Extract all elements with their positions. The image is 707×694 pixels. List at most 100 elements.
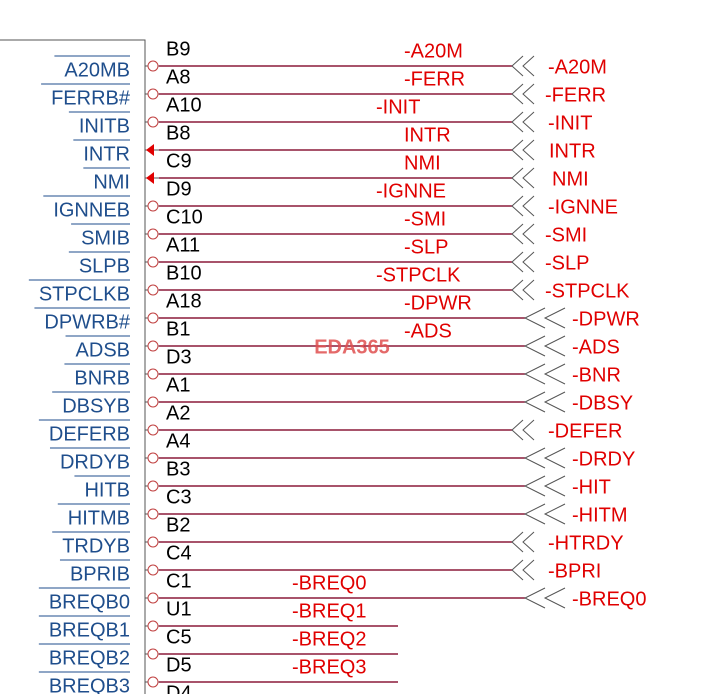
connector-label: -A20M — [548, 56, 607, 78]
offpage-connector — [511, 55, 524, 77]
pin-number: A8 — [166, 66, 190, 88]
pin-number: D5 — [166, 654, 192, 676]
pin-name: DPWRB# — [44, 311, 130, 333]
net-label: -BREQ2 — [292, 628, 366, 650]
pin-circle — [147, 60, 159, 72]
pin-circle — [147, 200, 159, 212]
pin-name: TRDYB — [62, 535, 130, 557]
net-label: -ADS — [404, 320, 452, 342]
offpage-connector — [511, 223, 524, 245]
component-body — [0, 39, 146, 694]
pin-circle — [147, 480, 159, 492]
offpage-connector — [543, 447, 566, 469]
offpage-connector — [511, 279, 524, 301]
pin-number: A2 — [166, 402, 190, 424]
pin-number: D9 — [166, 178, 192, 200]
watermark: EDA365 — [314, 336, 390, 358]
pin-name: FERRB# — [51, 87, 131, 109]
offpage-connector — [511, 251, 524, 273]
offpage-connector — [511, 83, 524, 105]
net-label: -A20M — [404, 40, 463, 62]
offpage-connector — [511, 195, 524, 217]
pin-number: A11 — [166, 234, 200, 256]
pin-circle — [147, 396, 159, 408]
connector-label: -HTRDY — [548, 532, 624, 554]
pin-number: A18 — [166, 290, 202, 312]
pin-arrow — [146, 172, 154, 184]
offpage-connector — [522, 559, 535, 581]
pin-circle — [147, 452, 159, 464]
offpage-connector — [522, 223, 535, 245]
pin-number: B1 — [166, 318, 190, 340]
pin-number: B8 — [166, 122, 190, 144]
pin-name: DEFERB — [49, 423, 130, 445]
pin-name: DBSYB — [62, 395, 130, 417]
connector-label: -DEFER — [548, 420, 622, 442]
offpage-connector — [543, 307, 566, 329]
connector-label: -SLP — [545, 252, 589, 274]
offpage-connector — [543, 587, 566, 609]
connector-label: -FERR — [545, 84, 606, 106]
pin-number: C9 — [166, 150, 192, 172]
offpage-connector — [523, 391, 546, 413]
pin-number: B9 — [166, 38, 190, 60]
pin-name: INITB — [79, 115, 130, 137]
offpage-connector — [511, 139, 524, 161]
pin-number: C3 — [166, 486, 192, 508]
offpage-connector — [511, 167, 524, 189]
pin-name: STPCLKB — [39, 283, 130, 305]
pin-name: HITMB — [68, 507, 130, 529]
pin-number: C10 — [166, 206, 203, 228]
net-label: -SMI — [404, 208, 446, 230]
pin-circle — [147, 368, 159, 380]
offpage-connector — [522, 419, 535, 441]
pin-number: A10 — [166, 94, 202, 116]
net-label: -STPCLK — [376, 264, 461, 286]
pin-circle — [147, 424, 159, 436]
offpage-connector — [523, 503, 546, 525]
net-label: -BREQ3 — [292, 656, 366, 678]
connector-label: NMI — [552, 168, 589, 190]
pin-circle — [147, 536, 159, 548]
pin-name: A20MB — [64, 59, 130, 81]
offpage-connector — [543, 475, 566, 497]
pin-circle — [147, 312, 159, 324]
offpage-connector — [522, 139, 535, 161]
offpage-connector — [523, 307, 546, 329]
pin-name: ADSB — [76, 339, 130, 361]
pin-name: INTR — [83, 143, 130, 165]
offpage-connector — [511, 559, 524, 581]
connector-label: -SMI — [545, 224, 587, 246]
pin-name: DRDYB — [60, 451, 130, 473]
pin-number: C1 — [166, 570, 192, 592]
net-label: -BREQ0 — [292, 572, 366, 594]
offpage-connector — [511, 111, 524, 133]
pin-number: D3 — [166, 346, 192, 368]
pin-circle — [147, 564, 159, 576]
pin-name: SMIB — [81, 227, 130, 249]
net-label: -DPWR — [404, 292, 472, 314]
pin-number: U1 — [166, 598, 192, 620]
connector-label: -IGNNE — [548, 196, 618, 218]
connector-label: -BPRI — [548, 560, 601, 582]
pin-name: HITB — [84, 479, 130, 501]
connector-label: -DPWR — [572, 308, 640, 330]
connector-label: -BNR — [572, 364, 621, 386]
pin-name: BREQB1 — [49, 619, 130, 641]
offpage-connector — [523, 335, 546, 357]
net-label: -INIT — [376, 96, 420, 118]
net-label: -BREQ1 — [292, 600, 366, 622]
pin-circle — [147, 592, 159, 604]
offpage-connector — [523, 363, 546, 385]
pin-number: D4 — [166, 682, 192, 694]
connector-label: -STPCLK — [545, 280, 630, 302]
pin-circle — [147, 284, 159, 296]
pin-name: BREQB3 — [49, 675, 130, 694]
pin-name: BREQB0 — [49, 591, 130, 613]
pin-number: A4 — [166, 430, 190, 452]
connector-label: -HITM — [572, 504, 628, 526]
offpage-connector — [522, 279, 535, 301]
pin-number: B3 — [166, 458, 190, 480]
pin-circle — [147, 508, 159, 520]
